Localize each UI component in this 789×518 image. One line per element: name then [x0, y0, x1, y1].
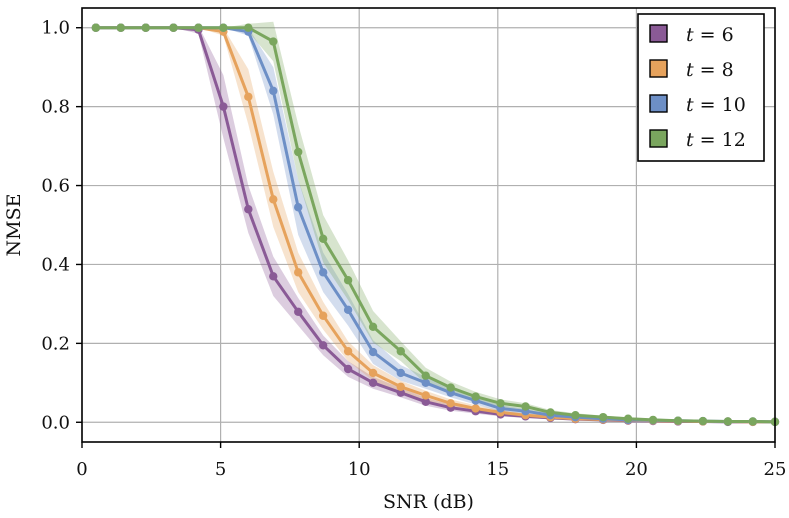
legend-swatch-0 — [649, 24, 668, 43]
point-series-3 — [748, 417, 758, 426]
x-axis-label: SNR (dB) — [383, 491, 474, 513]
point-series-3 — [571, 410, 580, 420]
point-series-1 — [318, 311, 328, 320]
legend-swatch-2 — [649, 94, 668, 113]
point-series-1 — [343, 347, 353, 356]
point-series-0 — [294, 307, 303, 316]
point-series-0 — [343, 364, 353, 374]
point-series-3 — [421, 371, 430, 380]
point-series-3 — [471, 392, 480, 401]
point-series-3 — [318, 234, 328, 244]
y-tick-label: 1.0 — [41, 18, 70, 39]
point-series-1 — [396, 382, 405, 391]
point-series-3 — [723, 417, 733, 426]
series-lines — [95, 26, 776, 424]
point-series-2 — [318, 268, 328, 277]
point-series-3 — [294, 147, 303, 157]
point-series-3 — [698, 416, 708, 426]
legend-swatch-3 — [649, 129, 668, 148]
point-series-3 — [269, 37, 278, 46]
axis-ticks: 0 5 10 15 20 25 0.0 0.2 0.4 0.6 0.8 1.0 — [41, 18, 786, 480]
point-series-0 — [318, 341, 328, 350]
point-series-2 — [421, 378, 430, 388]
point-series-1 — [421, 391, 430, 400]
point-series-3 — [244, 23, 253, 32]
legend-swatch-1 — [649, 59, 668, 78]
point-series-3 — [673, 416, 683, 425]
point-series-2 — [269, 86, 278, 96]
point-series-2 — [294, 203, 303, 212]
y-tick-label: 0.4 — [41, 254, 70, 275]
point-series-3 — [194, 23, 203, 32]
point-series-3 — [546, 408, 555, 417]
point-series-0 — [421, 397, 430, 406]
point-series-3 — [116, 23, 126, 32]
y-tick-label: 0.8 — [41, 97, 70, 118]
point-series-3 — [598, 412, 608, 422]
y-tick-label: 0.2 — [41, 333, 70, 354]
point-series-3 — [91, 23, 101, 32]
point-series-3 — [446, 383, 455, 392]
point-series-1 — [446, 399, 455, 408]
point-series-3 — [521, 402, 530, 411]
x-tick-label: 5 — [215, 459, 226, 480]
point-series-3 — [648, 415, 658, 425]
point-series-3 — [141, 23, 150, 32]
legend-label-0: t = 6 — [686, 24, 734, 46]
plot-frame — [81, 7, 776, 443]
x-tick-label: 10 — [348, 459, 371, 480]
point-series-1 — [368, 368, 378, 378]
x-tick-label: 20 — [625, 459, 648, 480]
legend-label-3: t = 12 — [686, 129, 746, 151]
point-series-3 — [496, 399, 505, 408]
point-series-3 — [219, 23, 228, 32]
x-tick-label: 25 — [764, 459, 787, 480]
legend-label-2: t = 10 — [686, 94, 746, 116]
point-series-0 — [244, 205, 253, 214]
line-series-3 — [95, 26, 776, 424]
point-series-1 — [269, 195, 278, 204]
point-series-3 — [396, 347, 405, 356]
point-series-0 — [269, 272, 278, 281]
point-series-3 — [343, 276, 353, 285]
point-series-3 — [623, 414, 633, 423]
y-tick-label: 0.0 — [41, 412, 70, 433]
point-series-0 — [368, 378, 378, 388]
point-series-1 — [471, 404, 480, 413]
point-series-2 — [368, 347, 378, 357]
y-tick-label: 0.6 — [41, 176, 70, 197]
point-series-2 — [343, 305, 353, 315]
y-axis-label: NMSE — [3, 194, 25, 257]
point-series-1 — [244, 92, 253, 101]
legend-label-1: t = 8 — [686, 59, 734, 81]
x-tick-label: 15 — [486, 459, 509, 480]
point-series-3 — [368, 322, 378, 331]
legend: t = 6 t = 8 t = 10 t = 12 — [637, 13, 765, 162]
series-points — [91, 23, 780, 427]
point-series-0 — [396, 388, 405, 397]
point-series-1 — [294, 268, 303, 277]
point-series-2 — [396, 368, 405, 378]
point-series-3 — [169, 23, 178, 32]
point-series-0 — [219, 102, 228, 111]
x-tick-label: 0 — [76, 459, 87, 480]
